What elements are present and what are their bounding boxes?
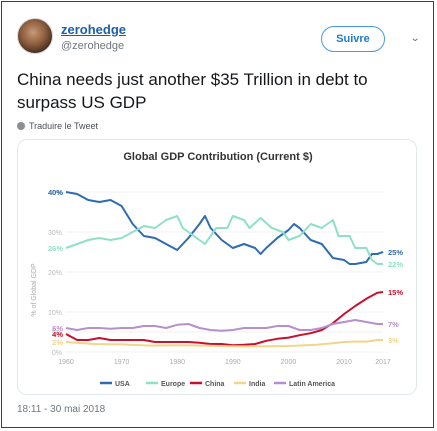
chart-ylabel: % of Global GDP [31, 263, 38, 317]
account-handle: @zerohedge [61, 40, 125, 52]
series-start-label: 26% [48, 244, 63, 253]
y-tick-label: 30% [48, 230, 62, 237]
series-start-label: 4% [52, 330, 63, 339]
legend-item: Europe [161, 381, 185, 388]
x-tick-label: 2000 [281, 359, 297, 366]
y-tick-label: 0% [52, 350, 62, 357]
y-tick-label: 10% [48, 310, 62, 317]
legend-item: India [249, 381, 265, 388]
series-line-usa [65, 191, 384, 265]
translate-link[interactable]: Traduire le Tweet [17, 121, 98, 131]
series-start-label: 6% [52, 324, 63, 333]
x-tick-label: 1970 [114, 359, 130, 366]
series-end-label: 22% [388, 260, 403, 269]
chart-title: Global GDP Contribution (Current $) [123, 151, 313, 163]
tweet-text: China needs just another $35 Trillion in… [17, 70, 368, 112]
x-tick-label: 2017 [375, 359, 391, 366]
globe-icon [17, 122, 25, 130]
series-end-label: 15% [388, 288, 403, 297]
x-tick-label: 1960 [58, 359, 74, 366]
series-end-label: 7% [388, 320, 399, 329]
series-line-europe [65, 215, 383, 265]
y-tick-label: 5% [52, 330, 62, 337]
follow-button[interactable]: Suivre [321, 26, 385, 52]
legend-item: Latin America [289, 381, 335, 388]
series-line-india [65, 339, 383, 348]
translate-label: Traduire le Tweet [29, 121, 99, 131]
series-start-label: 40% [48, 188, 63, 197]
y-tick-label: 40% [48, 190, 62, 197]
x-tick-label: 1990 [225, 359, 241, 366]
legend-item: China [205, 381, 225, 388]
series-start-label: 2% [52, 338, 63, 347]
chevron-down-icon[interactable]: ⌄ [409, 33, 421, 44]
x-tick-label: 2010 [336, 359, 352, 366]
account-name-link[interactable]: zerohedge [61, 22, 127, 37]
series-line-latin-america [65, 319, 383, 332]
series-line-china [65, 291, 384, 347]
avatar[interactable] [17, 18, 53, 54]
tweet-timestamp[interactable]: 18:11 - 30 mai 2018 [17, 404, 106, 415]
series-end-label: 25% [388, 248, 403, 257]
y-tick-label: 20% [48, 270, 62, 277]
legend-item: USA [115, 381, 130, 388]
gdp-chart: Global GDP Contribution (Current $) % of… [31, 151, 403, 388]
x-tick-label: 1980 [169, 359, 185, 366]
series-end-label: 3% [388, 336, 399, 345]
chart-card[interactable]: Global GDP Contribution (Current $) % of… [17, 139, 417, 395]
